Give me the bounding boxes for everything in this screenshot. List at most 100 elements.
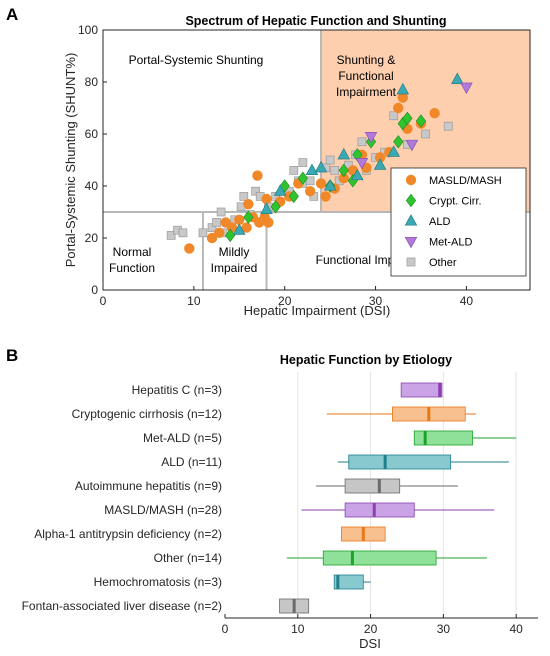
data-point: [289, 166, 299, 175]
data-point: [451, 72, 464, 84]
data-point: [337, 147, 351, 160]
plot-frame: [102, 29, 531, 291]
x-tick-label: 10: [291, 622, 305, 636]
legend-marker: [404, 236, 418, 249]
legend: MASLD/MASH Crypt. Cirr. ALD Met-ALD Other: [390, 167, 527, 277]
data-point: [241, 222, 252, 233]
category-label: Met-ALD (n=5): [143, 431, 222, 445]
category-label: Fontan-associated liver disease (n=2): [22, 599, 222, 613]
data-point: [297, 171, 308, 185]
data-point: [315, 178, 327, 189]
data-point: [214, 227, 225, 238]
x-tick-label: 20: [364, 622, 378, 636]
scatter-plot: 0 10 20 30 40 0 20 40 60 80 100 Portal-Systemic Sh…: [78, 23, 531, 308]
data-point: [387, 145, 401, 157]
data-point: [357, 137, 367, 147]
legend-label: Met-ALD: [429, 237, 472, 249]
box-row: [315, 478, 458, 494]
y-tick-label: 40: [85, 179, 99, 193]
data-point: [232, 223, 246, 235]
data-point: [251, 186, 260, 196]
box: [413, 430, 473, 446]
data-point: [270, 200, 281, 214]
boxes: [279, 382, 517, 614]
data-point: [405, 139, 419, 152]
axis-ticks: 0 10 20 30 40 0 20 40 60 80 100: [78, 23, 473, 308]
data-point: [198, 228, 208, 238]
box: [400, 382, 443, 398]
data-point: [314, 160, 328, 173]
category-label: Cryptogenic cirrhosis (n=12): [72, 407, 222, 421]
data-point: [243, 210, 254, 224]
category-label: Hemochromatosis (n=3): [94, 575, 222, 589]
box-row: [301, 502, 495, 518]
box: [322, 550, 437, 566]
region-label-shunting-functional: Shunting &: [337, 53, 396, 67]
data-point: [273, 184, 287, 196]
data-point: [305, 176, 315, 186]
y-tick-label: 100: [78, 23, 98, 37]
category-label: Autoimmune hepatitis (n=9): [75, 479, 222, 493]
legend-marker: [406, 257, 416, 267]
y-tick-label: 20: [85, 231, 99, 245]
box: [348, 454, 452, 470]
box-row: [286, 550, 488, 566]
data-point: [184, 243, 195, 254]
axis-ticks: 0 10 20 30 40: [222, 614, 523, 636]
panel-a-title: Spectrum of Hepatic Function and Shuntin…: [185, 14, 446, 28]
box: [344, 502, 415, 518]
region-label-shunting-functional: Impairment: [336, 85, 397, 99]
box-row: [341, 526, 386, 542]
data-point: [239, 192, 249, 201]
x-tick-label: 0: [222, 622, 229, 636]
y-tick-label: 0: [91, 283, 98, 297]
y-tick-label: 60: [85, 127, 99, 141]
region-label-mildly-impaired: Mildly: [219, 245, 250, 259]
series-masld-mash: [184, 92, 440, 254]
data-point: [323, 179, 337, 191]
data-point: [325, 155, 335, 165]
box-row: [326, 406, 477, 422]
series-ald: [232, 72, 464, 235]
data-point: [364, 132, 378, 144]
category-label: Other (n=14): [154, 551, 222, 565]
data-point: [402, 111, 413, 126]
data-point: [304, 186, 316, 197]
series-met-ald: [355, 82, 473, 170]
region-label-normal: Function: [109, 261, 155, 275]
data-point: [261, 193, 272, 205]
panel-b-letter: B: [6, 346, 18, 365]
data-point: [178, 228, 188, 238]
data-point: [421, 129, 430, 139]
category-label: ALD (n=11): [161, 455, 222, 469]
data-point: [351, 168, 364, 181]
x-tick-label: 30: [369, 294, 383, 308]
data-point: [389, 111, 399, 121]
data-point: [330, 166, 340, 175]
data-point: [443, 121, 453, 131]
data-point: [166, 231, 176, 240]
data-point: [415, 114, 427, 128]
data-point: [460, 82, 473, 95]
data-point: [225, 228, 236, 243]
x-tick-label: 20: [278, 294, 292, 308]
x-tick-label: 0: [100, 294, 107, 308]
box-row: [400, 382, 443, 398]
legend-label: MASLD/MASH: [429, 175, 502, 187]
x-tick-label: 10: [187, 294, 201, 308]
y-tick-label: 80: [85, 75, 99, 89]
data-point: [305, 163, 319, 175]
category-labels: Hepatitis C (n=3) Cryptogenic cirrhosis (…: [22, 383, 222, 613]
data-point: [338, 163, 349, 178]
data-point: [206, 232, 218, 244]
data-point: [338, 173, 349, 184]
data-point: [373, 158, 387, 170]
panel-b-title: Hepatic Function by Etiology: [280, 353, 452, 367]
category-label: MASLD/MASH (n=28): [104, 503, 222, 517]
legend-label: Crypt. Cirr.: [429, 196, 482, 208]
data-point: [207, 223, 217, 232]
box-row: [413, 430, 517, 446]
legend-marker: [405, 174, 417, 186]
data-point: [298, 158, 308, 167]
y-axis-label: Portal-Systemic Shunting (SHUNT%): [63, 53, 78, 268]
